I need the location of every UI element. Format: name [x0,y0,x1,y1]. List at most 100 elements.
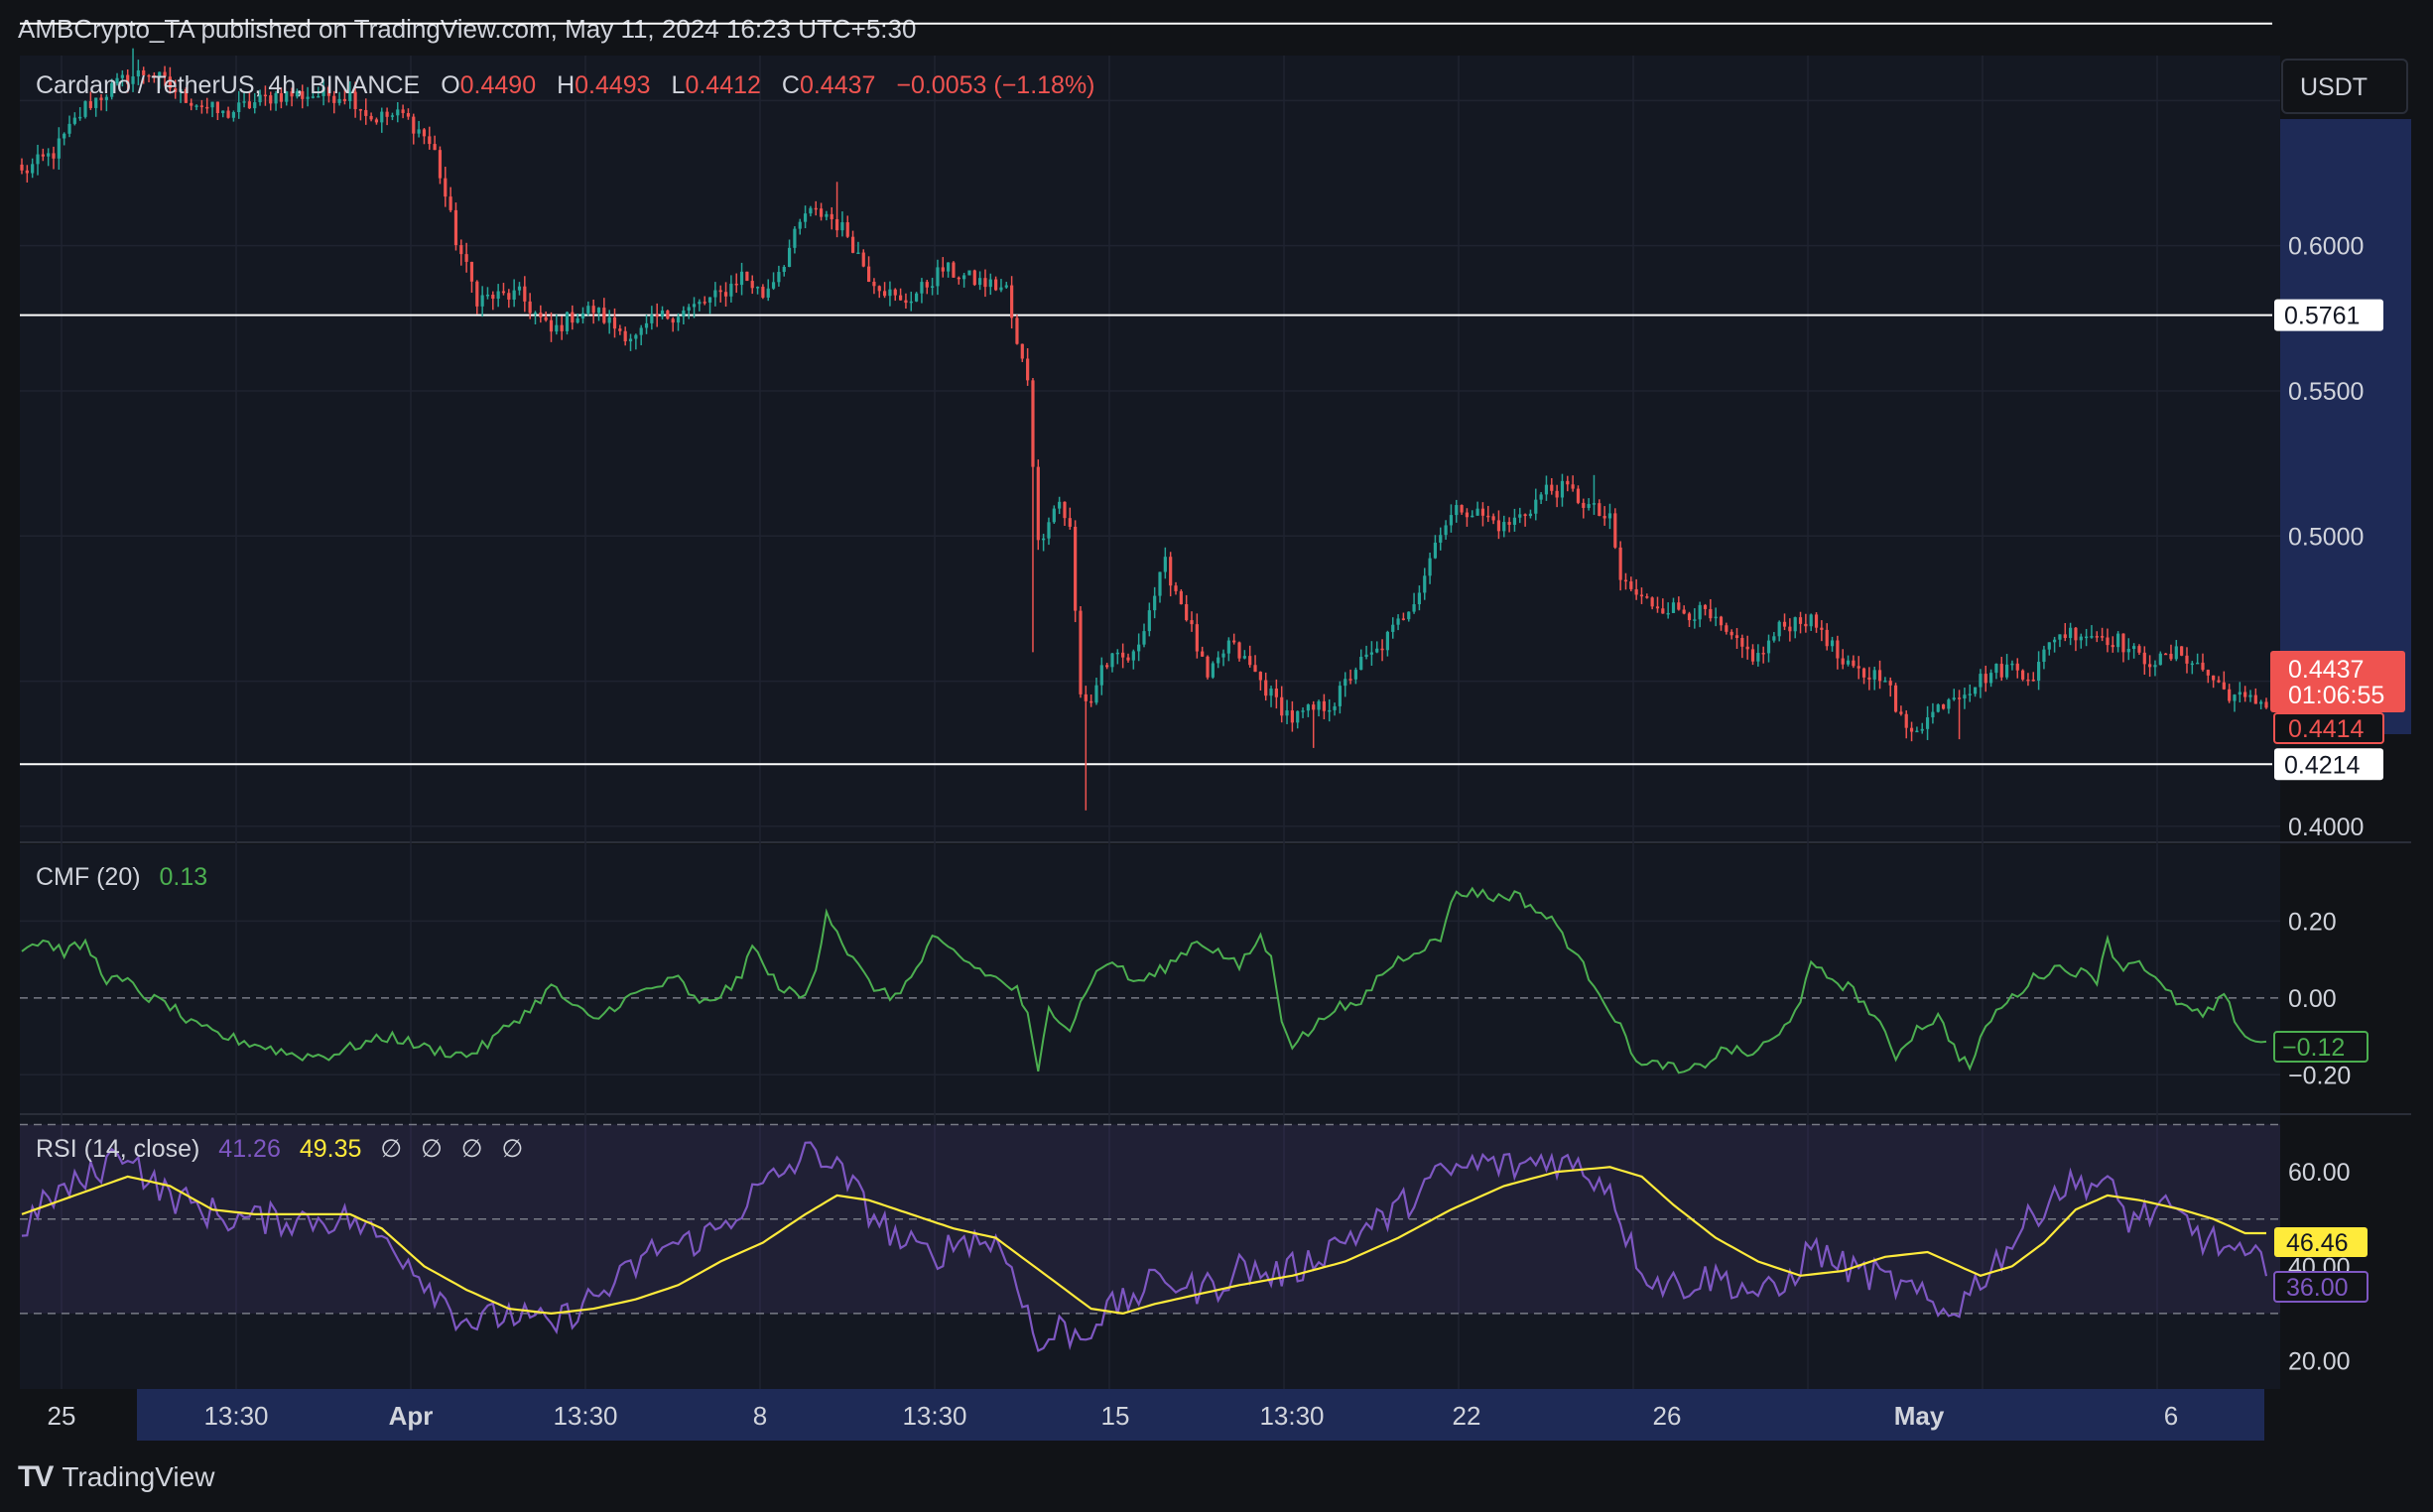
candle-body [533,313,538,315]
candle-body [2090,636,2094,638]
candle-body [1703,604,1708,609]
candle-body [882,291,887,297]
candle-body [1417,592,1422,605]
candle-body [739,271,744,286]
candle-body [269,95,273,104]
candle-body [428,136,432,145]
candle-body [78,116,82,119]
candle-body [485,294,490,297]
cmf-last-box: −0.12 [2273,1031,2369,1063]
candle-body [2238,692,2241,695]
cmf-name: CMF (20) [36,863,141,891]
candle-body [1820,627,1824,630]
candle-body [337,98,341,103]
candle-body [1190,620,1194,625]
level-label-bg-1 [2274,748,2383,781]
candle-body [2010,663,2014,666]
candle-body [978,278,982,286]
candle-body [2126,649,2130,653]
candle-body [1169,557,1173,586]
candle-body [1809,614,1813,627]
cmf-value: 0.13 [160,863,208,891]
candle-body [1089,700,1093,703]
candle-body [2169,653,2173,660]
cmf-tick-0: 0.20 [2288,908,2337,936]
candle-body [1486,515,1490,518]
candle-body [734,283,738,286]
candle-body [745,271,749,282]
candle-body [586,306,590,314]
candle-body [396,109,400,116]
low-value: 0.4412 [685,71,760,99]
candle-body [1941,704,1946,709]
rsi-last-label: 36.00 [2286,1274,2349,1302]
candle-body [1301,710,1305,712]
candle-body [422,129,427,137]
candle-body [2026,679,2030,682]
candle-body [988,279,992,288]
candle-body [1407,611,1411,620]
candle-body [263,94,268,97]
cmf-legend[interactable]: CMF (20) 0.13 [36,863,207,891]
candle-body [1709,608,1713,619]
candle-body [115,77,119,83]
candle-body [72,117,76,124]
candle-body [2058,634,2062,640]
candle-body [1491,516,1495,521]
candle-body [348,91,352,101]
candle-body [644,322,649,328]
candle-body [194,105,198,107]
candle-body [464,254,468,262]
candle-body [866,266,871,283]
candle-body [1867,677,1871,680]
candle-body [1174,585,1178,591]
time-tick-3: 13:30 [553,1401,617,1431]
rsi-extra-2: ∅ [421,1135,443,1163]
rsi-legend[interactable]: RSI (14, close) 41.26 49.35 ∅ ∅ ∅ ∅ [36,1135,523,1163]
candle-body [1142,631,1146,645]
candle-body [1671,602,1676,613]
candle-body [1455,505,1459,516]
candle-body [1682,609,1686,614]
time-tick-8: 22 [1453,1401,1481,1431]
candle-body [210,101,214,108]
candle-body [750,281,754,289]
candle-body [1534,499,1538,514]
candle-body [1952,697,1956,700]
tradingview-brand[interactable]: TV TradingView [18,1460,214,1494]
candle-body [1110,653,1114,668]
tradingview-logo-icon: TV [18,1460,54,1493]
candle-body [1380,648,1384,651]
candle-body [872,282,876,287]
candle-body [1502,522,1506,532]
price-panel-bg [20,56,2280,842]
candle-body [1788,626,1792,632]
candle-body [1099,665,1103,686]
candle-body [713,290,717,298]
candle-body [1714,616,1718,619]
candle-body [1512,517,1517,525]
currency-button[interactable]: USDT [2281,59,2408,114]
candle-body [1026,358,1030,381]
candle-body [1296,710,1300,723]
candle-body [1010,285,1014,318]
candle-body [1317,700,1321,710]
candle-body [655,315,659,317]
candle-body [639,327,643,335]
candle-body [126,74,130,84]
time-tick-5: 13:30 [902,1401,966,1431]
candle-body [1280,696,1284,716]
candle-body [2190,663,2194,666]
candle-body [1904,713,1908,728]
candle-body [898,295,903,301]
candle-body [215,101,219,113]
candle-body [1857,666,1860,669]
candle-body [1999,664,2003,678]
candle-body [1195,624,1199,652]
candle-body [1074,526,1078,611]
candle-body [2079,636,2083,641]
candle-body [1465,512,1470,518]
price-legend[interactable]: Cardano / TetherUS, 4h, BINANCE O0.4490 … [36,71,1095,99]
candle-body [1645,596,1649,598]
